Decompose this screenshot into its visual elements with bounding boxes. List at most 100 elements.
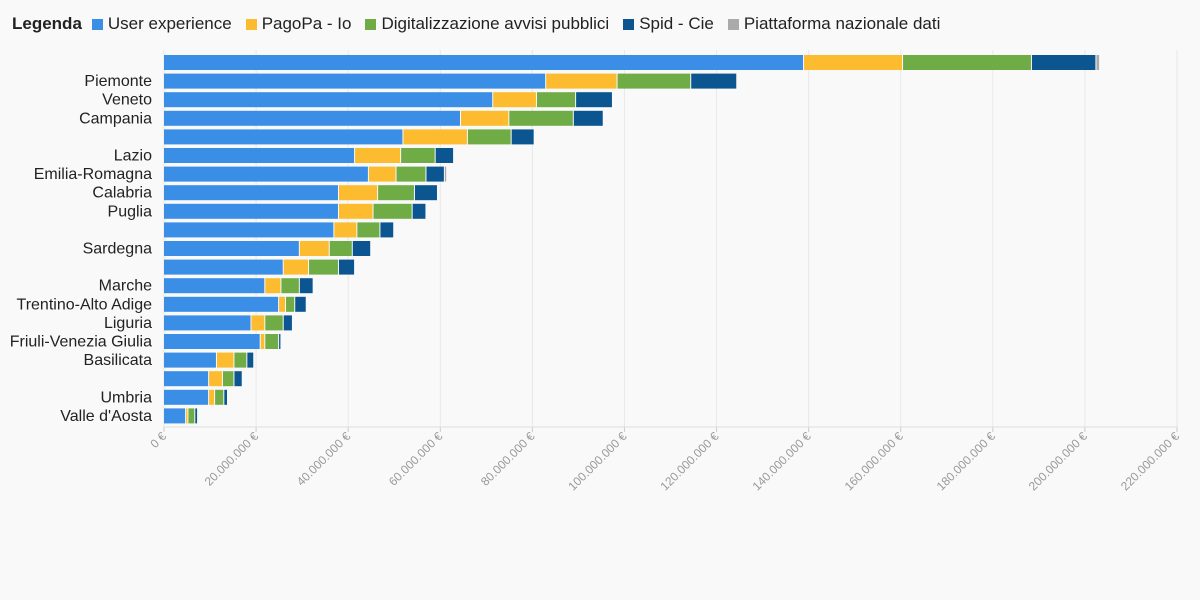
bar-segment bbox=[286, 296, 295, 312]
legend-item-digitalizzazione[interactable]: Digitalizzazione avvisi pubblici bbox=[365, 14, 609, 34]
bar-segment bbox=[414, 185, 437, 201]
bar-segment bbox=[338, 203, 373, 219]
category-label: Campania bbox=[79, 110, 152, 127]
category-label: Basilicata bbox=[84, 352, 153, 369]
bar-segment bbox=[435, 148, 454, 163]
bar-segment bbox=[247, 352, 254, 368]
x-tick-label: 0 € bbox=[147, 429, 169, 451]
bar-segment bbox=[573, 110, 603, 126]
category-label: Piemonte bbox=[84, 73, 152, 90]
bar-segment bbox=[265, 278, 281, 294]
legend-label: Spid - Cie bbox=[639, 14, 714, 33]
category-label: Calabria bbox=[92, 185, 152, 202]
bar-segment bbox=[234, 371, 242, 387]
bar-segment bbox=[460, 110, 509, 126]
bar-segment bbox=[164, 148, 355, 163]
bar-segment bbox=[281, 278, 299, 294]
bar-segment bbox=[186, 408, 188, 424]
x-tick-label: 180.000.000 € bbox=[934, 429, 998, 493]
bar-segment bbox=[283, 259, 309, 275]
bar-segment bbox=[195, 408, 198, 424]
bar-segment bbox=[164, 92, 493, 108]
bar-segment bbox=[691, 73, 737, 89]
legend-item-spid-cie[interactable]: Spid - Cie bbox=[623, 14, 714, 34]
legend-item-user-experience[interactable]: User experience bbox=[91, 14, 232, 34]
category-label: Umbria bbox=[100, 389, 152, 406]
bar-segment bbox=[903, 55, 1031, 70]
category-label: Valle d'Aosta bbox=[60, 408, 152, 425]
bar-segment bbox=[403, 129, 467, 145]
bar-segment bbox=[373, 203, 412, 219]
bar-segment bbox=[426, 166, 444, 182]
bar-segment bbox=[378, 185, 414, 201]
x-tick-label: 220.000.000 € bbox=[1118, 429, 1182, 493]
bar-segment bbox=[279, 334, 281, 349]
category-label: Puglia bbox=[108, 203, 153, 220]
bar-segment bbox=[222, 371, 234, 387]
bar-segment bbox=[164, 315, 251, 331]
legend-item-pagopa-io[interactable]: PagoPa - Io bbox=[245, 14, 352, 34]
legend-swatch bbox=[91, 18, 103, 30]
bar-segment bbox=[338, 259, 355, 275]
bar-segment bbox=[224, 389, 228, 405]
bar-segment bbox=[164, 185, 338, 201]
bar-segment bbox=[334, 222, 357, 238]
bar-segment bbox=[164, 408, 186, 424]
bar-segment bbox=[338, 185, 378, 201]
x-tick-label: 40.000.000 € bbox=[294, 429, 354, 489]
bar-segment bbox=[164, 241, 299, 256]
bar-segment bbox=[444, 166, 447, 182]
bar-segment bbox=[511, 129, 534, 145]
legend-label: PagoPa - Io bbox=[261, 14, 352, 33]
bar-segment bbox=[215, 389, 224, 405]
bar-segment bbox=[295, 296, 306, 312]
bar-segment bbox=[1031, 55, 1096, 70]
bar-segment bbox=[164, 296, 279, 312]
bar-segment bbox=[164, 166, 368, 182]
legend-label: User experience bbox=[107, 14, 232, 33]
bar-segment bbox=[279, 296, 286, 312]
x-tick-label: 100.000.000 € bbox=[565, 429, 629, 493]
legend-item-piattaforma-dati[interactable]: Piattaforma nazionale dati bbox=[727, 14, 941, 34]
bar-segment bbox=[164, 352, 216, 368]
bar-segment bbox=[251, 315, 265, 331]
category-label: Lazio bbox=[114, 148, 152, 165]
bar-segment bbox=[352, 241, 371, 256]
bar-segment bbox=[467, 129, 511, 145]
category-label: Emilia-Romagna bbox=[34, 166, 152, 183]
x-tick-label: 160.000.000 € bbox=[842, 429, 906, 493]
bar-segment bbox=[536, 92, 576, 108]
x-tick-label: 20.000.000 € bbox=[202, 429, 262, 489]
category-label: Sardegna bbox=[83, 241, 152, 258]
bar-segment bbox=[493, 92, 536, 108]
bar-segment bbox=[164, 110, 460, 126]
bar-segment bbox=[164, 334, 260, 349]
bar-segment bbox=[209, 389, 215, 405]
legend-swatch bbox=[727, 18, 739, 30]
legend-label: Digitalizzazione avvisi pubblici bbox=[381, 14, 610, 33]
bar-segment bbox=[283, 315, 292, 331]
legend-label: Piattaforma nazionale dati bbox=[743, 14, 941, 33]
bar-segment bbox=[299, 241, 329, 256]
legend-swatch bbox=[245, 18, 257, 30]
bar-segment bbox=[380, 222, 394, 238]
bar-segment bbox=[265, 334, 279, 349]
x-tick-label: 200.000.000 € bbox=[1026, 429, 1090, 493]
bar-segment bbox=[188, 408, 195, 424]
x-tick-label: 120.000.000 € bbox=[657, 429, 721, 493]
bar-segment bbox=[576, 92, 612, 108]
bar-segment bbox=[164, 73, 546, 89]
bar-segment bbox=[164, 371, 209, 387]
x-tick-label: 140.000.000 € bbox=[750, 429, 814, 493]
bar-segment bbox=[401, 148, 435, 163]
category-label: Friuli-Venezia Giulia bbox=[10, 334, 152, 351]
bar-segment bbox=[209, 371, 222, 387]
category-label: Marche bbox=[99, 278, 152, 295]
bar-segment bbox=[357, 222, 380, 238]
bar-segment bbox=[804, 55, 903, 70]
category-label: Veneto bbox=[102, 92, 152, 109]
bar-segment bbox=[309, 259, 338, 275]
bar-segment bbox=[164, 259, 283, 275]
bar-segment bbox=[412, 203, 426, 219]
